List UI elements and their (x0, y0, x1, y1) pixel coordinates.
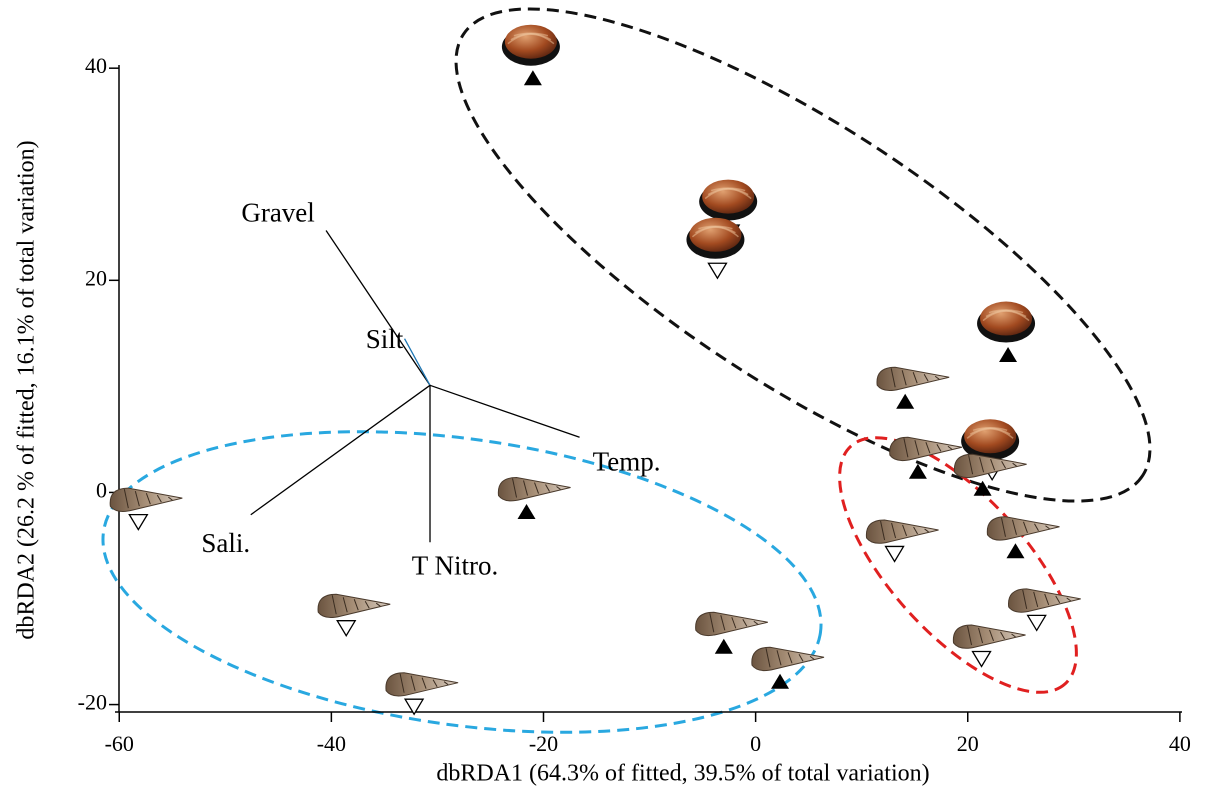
triangle-marker (1006, 543, 1024, 558)
vector-label: Silt (366, 324, 404, 354)
clam-point (977, 302, 1035, 363)
triangle-marker (999, 347, 1017, 362)
y-tick-label: 40 (85, 53, 107, 78)
group-ellipse (800, 401, 1115, 730)
snail-point (386, 673, 458, 715)
chart: dbRDA1 (64.3% of fitted, 39.5% of total … (0, 0, 1207, 793)
y-tick-label: -20 (78, 690, 107, 715)
clam-point (502, 25, 560, 86)
snail-point (696, 612, 768, 654)
group-ellipses (84, 0, 1207, 774)
clam-icon (689, 218, 741, 252)
x-tick-label: 40 (1169, 731, 1191, 756)
x-tick-label: 20 (957, 731, 979, 756)
snail-point (318, 594, 390, 636)
vector-label: T Nitro. (412, 550, 499, 580)
clam-icon (702, 180, 754, 214)
triangle-marker (518, 504, 536, 519)
triangle-marker (886, 546, 904, 561)
triangle-marker (337, 621, 355, 636)
triangle-marker (973, 651, 991, 666)
x-tick-label: -40 (317, 731, 346, 756)
vector (326, 230, 430, 385)
y-axis-label: dbRDA2 (26.2 % of fitted, 16.1% of total… (14, 140, 40, 639)
vector (430, 385, 580, 437)
vector (405, 339, 430, 386)
x-tick-label: 0 (750, 731, 761, 756)
x-tick-label: -20 (529, 731, 558, 756)
y-tick-label: 20 (85, 265, 107, 290)
triangle-marker (1028, 615, 1046, 630)
x-axis-label: dbRDA1 (64.3% of fitted, 39.5% of total … (436, 761, 929, 787)
clam-icon (964, 419, 1016, 453)
snail-point (110, 488, 182, 530)
triangle-marker (708, 263, 726, 278)
vector (251, 385, 430, 514)
clam-point (686, 218, 744, 279)
page: dbRDA1 (64.3% of fitted, 39.5% of total … (0, 0, 1207, 793)
vector-label: Sali. (201, 528, 250, 558)
x-tick-label: -60 (105, 731, 134, 756)
vector-label: Gravel (241, 198, 314, 228)
snail-point (987, 517, 1059, 559)
snail-point (877, 367, 949, 409)
y-tick-label: 0 (96, 477, 107, 502)
clam-icon (980, 302, 1032, 336)
triangle-marker (715, 639, 733, 654)
snail-point (953, 625, 1025, 667)
triangle-marker (129, 515, 147, 530)
snail-point (866, 520, 938, 562)
snail-point (1009, 589, 1081, 631)
triangle-marker (524, 70, 542, 85)
vector-label: Temp. (593, 446, 661, 476)
clam-icon (505, 25, 557, 59)
snail-point (890, 437, 962, 479)
group-ellipse (84, 390, 841, 774)
snail-point (498, 478, 570, 520)
triangle-marker (896, 394, 914, 409)
